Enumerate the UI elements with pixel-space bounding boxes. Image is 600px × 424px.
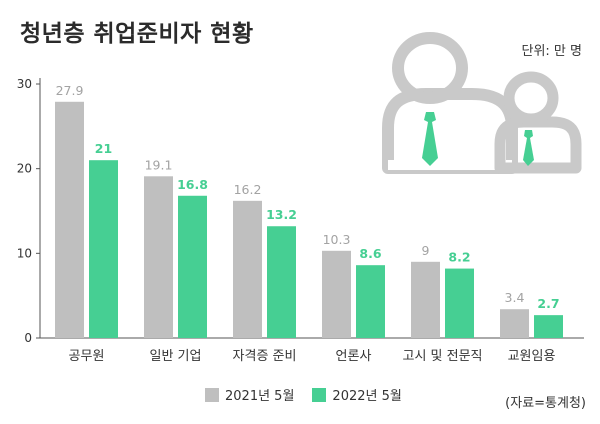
bar-2021 [233,200,262,338]
bar-2021 [322,250,351,338]
legend-item-2022: 2022년 5월 [312,385,402,404]
data-label-2021: 19.1 [145,157,173,172]
data-label-2021: 16.2 [234,182,262,197]
bar-2022 [267,226,296,338]
legend-label-2022: 2022년 5월 [332,389,402,404]
bar-2021 [411,261,440,338]
legend-item-2021: 2021년 5월 [205,385,294,404]
unit-label: 단위: 만 명 [521,44,583,59]
bar-2022 [89,160,118,338]
data-label-2022: 21 [95,141,112,156]
legend: 2021년 5월 2022년 5월 [205,385,420,404]
x-category-label: 자격증 준비 [233,349,297,364]
y-tick-label: 30 [17,77,32,91]
large-tie-icon [422,112,438,166]
bar-2022 [178,195,207,338]
legend-swatch-2021 [205,387,219,402]
bar-2021 [55,101,84,338]
y-tick-label: 20 [17,162,32,176]
chart-title: 청년층 취업준비자 현황 [20,21,254,47]
person-small-icon [494,71,582,174]
small-tie-icon [523,130,534,166]
data-label-2022: 16.8 [177,177,208,192]
x-category-label: 일반 기업 [150,349,202,364]
x-category-label: 공무원 [69,349,105,364]
bar-2021 [144,176,173,338]
data-label-2021: 3.4 [505,290,525,305]
data-label-2021: 9 [422,243,430,258]
source-note: (자료=통계청) [505,396,586,411]
bar-2022 [534,315,563,338]
data-label-2022: 8.2 [448,250,470,265]
data-label-2021: 27.9 [56,83,84,98]
legend-swatch-2022 [312,387,327,402]
data-label-2021: 10.3 [323,232,351,247]
x-category-label: 고시 및 전문직 [402,349,482,364]
bar-2022 [356,265,385,338]
x-category-label: 교원임용 [508,349,556,364]
x-category-label: 언론사 [336,349,372,364]
bar-2021 [500,309,529,338]
data-label-2022: 13.2 [266,207,297,222]
bar-2022 [445,268,474,338]
data-label-2022: 8.6 [359,246,381,261]
legend-label-2021: 2021년 5월 [225,389,295,404]
person-large-icon [382,32,518,174]
y-tick-label: 0 [24,331,32,345]
y-tick-label: 10 [17,246,32,260]
data-label-2022: 2.7 [537,296,559,311]
